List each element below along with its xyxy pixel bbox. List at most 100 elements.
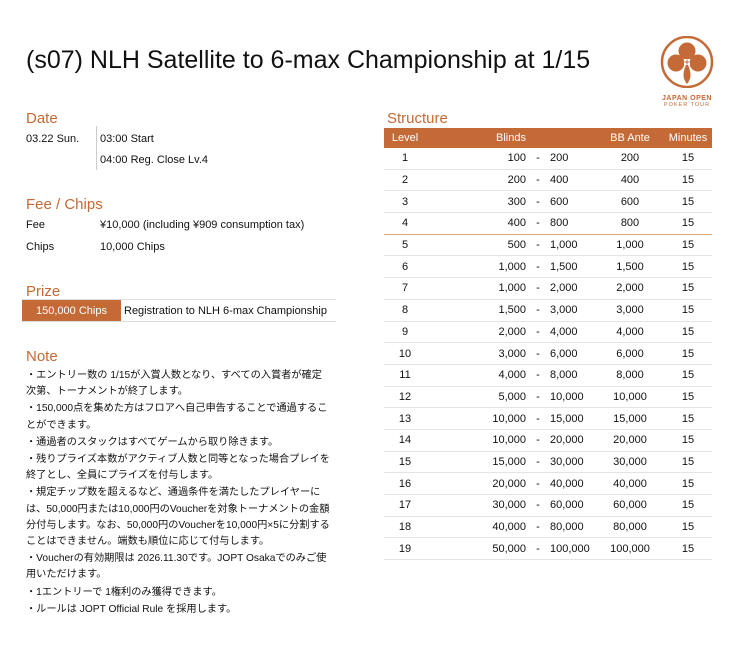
small-blind: 50,000: [492, 542, 526, 555]
minutes-cell: 15: [681, 477, 695, 490]
small-blind: 2,000: [498, 325, 526, 338]
small-blind: 10,000: [492, 412, 526, 425]
blind-separator: -: [536, 434, 540, 447]
big-blind: 15,000: [550, 412, 584, 425]
minutes-cell: 15: [681, 260, 695, 273]
blind-separator: -: [536, 369, 540, 382]
bb-ante-cell: 60,000: [613, 499, 647, 512]
big-blind: 800: [550, 217, 569, 230]
blinds-cell: 100-200: [426, 152, 596, 164]
big-blind: 20,000: [550, 434, 584, 447]
minutes-cell: 15: [681, 499, 695, 512]
minutes-cell: 15: [681, 434, 695, 447]
blind-separator: -: [536, 239, 540, 252]
bb-ante-cell: 6,000: [616, 347, 644, 360]
level-cell: 3: [401, 195, 409, 208]
prize-chips: 150,000 Chips: [22, 300, 121, 321]
table-row: 10 3,000-6,000 6,000 15: [384, 343, 712, 365]
bb-ante-cell: 2,000: [616, 282, 644, 295]
prize-row: 150,000 Chips Registration to NLH 6-max …: [22, 299, 336, 322]
small-blind: 10,000: [492, 434, 526, 447]
level-cell: 12: [398, 390, 412, 403]
note-item: ・1エントリーで 1権利のみ獲得できます。: [26, 586, 222, 598]
bb-ante-cell: 1,000: [616, 239, 644, 252]
note-item: ・残りプライズ本数がアクティブ人数と同等となった場合プレイを終了とし、全員にプラ…: [26, 454, 330, 482]
table-row: 12 5,000-10,000 10,000 15: [384, 387, 712, 409]
table-row: 18 40,000-80,000 80,000 15: [384, 517, 712, 539]
level-cell: 13: [398, 412, 412, 425]
level-cell: 14: [398, 434, 412, 447]
level-cell: 18: [398, 521, 412, 534]
blind-separator: -: [536, 347, 540, 360]
blinds-cell: 15,000-30,000: [426, 456, 596, 468]
note-item: ・Voucherの有効期限は 2026.11.30です。JOPT Osakaでの…: [26, 553, 327, 581]
blinds-cell: 50,000-100,000: [426, 543, 596, 555]
minutes-cell: 15: [681, 174, 695, 187]
bb-ante-cell: 400: [620, 174, 640, 187]
blinds-cell: 500-1,000: [426, 239, 596, 251]
minutes-cell: 15: [681, 347, 695, 360]
blind-separator: -: [536, 390, 540, 403]
prize-reward: Registration to NLH 6-max Championship: [124, 304, 327, 317]
bb-ante-cell: 20,000: [613, 434, 647, 447]
table-row: 7 1,000-2,000 2,000 15: [384, 278, 712, 300]
minutes-cell: 15: [681, 239, 695, 252]
table-row: 17 30,000-60,000 60,000 15: [384, 495, 712, 517]
big-blind: 10,000: [550, 390, 584, 403]
fee-heading: Fee / Chips: [26, 196, 103, 213]
table-row: 11 4,000-8,000 8,000 15: [384, 365, 712, 387]
blind-separator: -: [536, 325, 540, 338]
level-cell: 15: [398, 455, 412, 468]
blinds-cell: 1,000-2,000: [426, 282, 596, 294]
bb-ante-cell: 4,000: [616, 325, 644, 338]
big-blind: 1,000: [550, 239, 578, 252]
big-blind: 40,000: [550, 477, 584, 490]
note-heading: Note: [26, 348, 58, 365]
level-cell: 7: [401, 282, 409, 295]
small-blind: 30,000: [492, 499, 526, 512]
page-title: (s07) NLH Satellite to 6-max Championshi…: [26, 46, 591, 74]
structure-heading: Structure: [387, 110, 448, 127]
minutes-cell: 15: [681, 412, 695, 425]
table-row: 14 10,000-20,000 20,000 15: [384, 430, 712, 452]
big-blind: 80,000: [550, 521, 584, 534]
minutes-cell: 15: [681, 325, 695, 338]
note-item: ・150,000点を集めた方はフロアへ自己申告することで通過することができます。: [26, 403, 328, 431]
blinds-cell: 300-600: [426, 196, 596, 208]
level-cell: 6: [401, 260, 409, 273]
bb-ante-cell: 100,000: [610, 542, 650, 555]
small-blind: 15,000: [492, 455, 526, 468]
bb-ante-cell: 40,000: [613, 477, 647, 490]
blinds-cell: 10,000-15,000: [426, 413, 596, 425]
blinds-cell: 2,000-4,000: [426, 326, 596, 338]
level-cell: 2: [401, 174, 409, 187]
big-blind: 8,000: [550, 369, 578, 382]
date-day: 03.22 Sun.: [26, 133, 80, 145]
bb-ante-cell: 800: [620, 217, 640, 230]
blind-separator: -: [536, 260, 540, 273]
minutes-cell: 15: [681, 217, 695, 230]
minutes-cell: 15: [681, 455, 695, 468]
blinds-cell: 4,000-8,000: [426, 369, 596, 381]
blind-separator: -: [536, 217, 540, 230]
big-blind: 600: [550, 195, 569, 208]
note-item: ・通過者のスタックはすべてゲームから取り除きます。: [26, 436, 279, 448]
table-row: 13 10,000-15,000 15,000 15: [384, 408, 712, 430]
minutes-cell: 15: [681, 390, 695, 403]
blinds-cell: 40,000-80,000: [426, 521, 596, 533]
blinds-cell: 200-400: [426, 174, 596, 186]
small-blind: 300: [507, 195, 526, 208]
blind-separator: -: [536, 174, 540, 187]
minutes-cell: 15: [681, 282, 695, 295]
minutes-cell: 15: [681, 152, 695, 165]
table-row: 4 400-800 800 15: [384, 213, 712, 235]
minutes-cell: 15: [681, 369, 695, 382]
level-cell: 8: [401, 304, 409, 317]
level-cell: 19: [398, 542, 412, 555]
small-blind: 4,000: [498, 369, 526, 382]
bb-ante-cell: 8,000: [616, 369, 644, 382]
note-list: ・エントリー数の 1/15が入賞人数となり、すべての入賞者が確定次第、トーナメン…: [26, 368, 332, 619]
blind-separator: -: [536, 521, 540, 534]
level-cell: 9: [401, 325, 409, 338]
small-blind: 40,000: [492, 521, 526, 534]
